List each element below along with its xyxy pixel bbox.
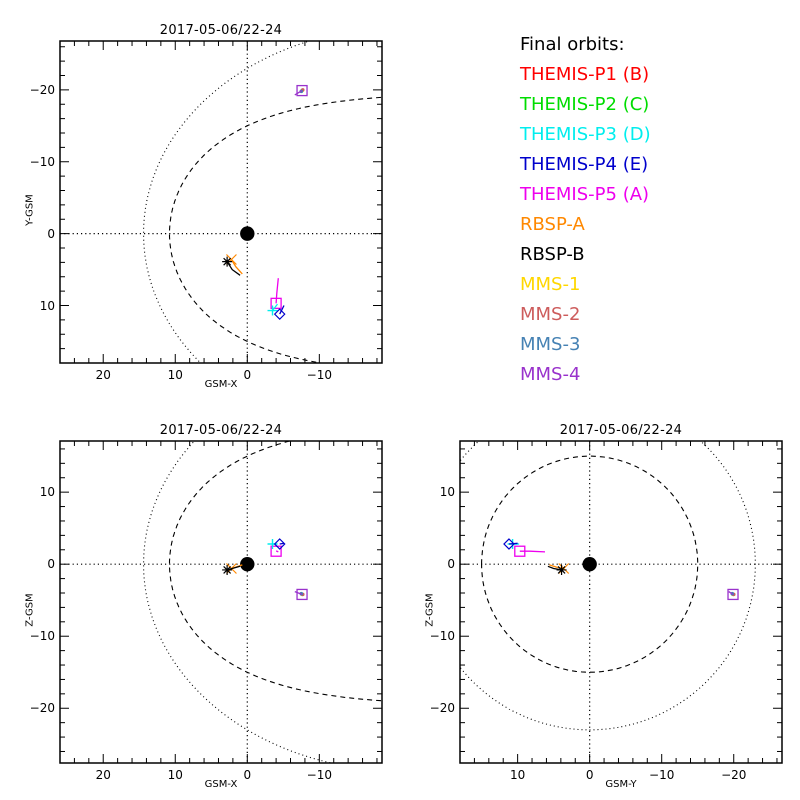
x-axis-label: GSM-X	[204, 779, 238, 790]
legend-item: MMS-1	[520, 274, 581, 295]
x-tick-label: 10	[167, 768, 183, 782]
y-axis-label: Z-GSM	[424, 593, 436, 627]
x-tick-label: −10	[649, 768, 675, 782]
spacecraft-marker	[727, 588, 739, 601]
orbit-track	[276, 550, 279, 553]
legend-item: RBSP-B	[520, 244, 585, 265]
orbit-track	[728, 591, 734, 595]
plot-content	[60, 441, 382, 763]
plot-title: 2017-05-06/22-24	[559, 423, 683, 438]
y-tick-label: −10	[29, 154, 55, 169]
orbit-track	[226, 261, 241, 276]
y-tick-label: 10	[439, 485, 455, 500]
x-tick-label: 20	[95, 368, 111, 382]
plot-area	[59, 440, 383, 764]
legend-item: MMS-3	[520, 334, 581, 355]
orbit-track	[294, 590, 303, 596]
earth-marker	[240, 226, 255, 241]
spacecraft-marker	[296, 84, 308, 97]
plot-xy: 2017-05-06/22-24 GSM-X Y-GSM 20 10 0 −10 −2…	[0, 0, 400, 400]
x-tick-label: 0	[585, 768, 594, 782]
legend-items: THEMIS-P1 (B) THEMIS-P2 (C) THEMIS-P3 (D) T…	[520, 60, 651, 390]
spacecraft-marker	[556, 564, 567, 575]
spacecraft-marker	[267, 539, 278, 550]
earth-marker	[582, 556, 597, 572]
plot-yz: 2017-05-06/22-24 GSM-Y Z-GSM 10 0 −10 −20 1…	[400, 400, 800, 800]
y-tick-label: 0	[447, 557, 455, 572]
legend-item: MMS-2	[520, 304, 581, 325]
x-tick-label: −10	[306, 368, 332, 382]
plot-content	[60, 41, 382, 363]
spacecraft-marker	[296, 588, 308, 601]
y-tick-label: −10	[429, 629, 455, 644]
x-tick-label: −10	[306, 768, 332, 782]
spacecraft-marker	[503, 538, 515, 550]
y-tick-label: −10	[29, 629, 55, 644]
bowshock-curve	[143, 441, 334, 763]
spacecraft-marker	[270, 297, 282, 309]
spacecraft-marker	[222, 256, 233, 267]
y-tick-label: −20	[29, 82, 55, 97]
bowshock-curve	[460, 441, 756, 731]
spacecraft-marker	[273, 538, 286, 550]
plot-area	[459, 440, 783, 764]
y-tick-label: 10	[39, 485, 55, 500]
legend-item: THEMIS-P1 (B)	[520, 64, 650, 85]
orbit-track	[519, 550, 546, 553]
x-tick-label: −20	[721, 768, 747, 782]
orbit-track	[230, 259, 243, 275]
y-tick-label: −20	[29, 701, 55, 716]
y-axis-label: Y-GSM	[24, 194, 36, 226]
legend-item: THEMIS-P4 (E)	[520, 154, 649, 175]
bowshock-curve	[143, 41, 312, 363]
x-tick-label: 10	[509, 768, 526, 782]
plot-title: 2017-05-06/22-24	[159, 23, 283, 38]
y-tick-label: 0	[47, 226, 55, 241]
y-tick-label: 10	[39, 298, 55, 313]
legend-item: THEMIS-P2 (C)	[520, 94, 650, 115]
x-tick-label: 0	[243, 768, 252, 782]
plot-frame	[459, 440, 783, 764]
magnetopause-curve	[168, 441, 382, 702]
spacecraft-marker	[273, 308, 286, 320]
y-tick-label: −20	[429, 701, 455, 716]
plot-frame	[59, 440, 383, 764]
orbit-track	[279, 305, 285, 315]
plot-frame	[59, 40, 383, 364]
axis-ticks	[59, 441, 382, 763]
orbit-track	[271, 303, 279, 311]
x-tick-label: 0	[243, 368, 252, 382]
y-axis-label: Z-GSM	[24, 593, 36, 627]
legend-item: THEMIS-P3 (D)	[520, 124, 651, 145]
spacecraft-marker	[222, 564, 233, 575]
spacecraft-marker	[514, 545, 526, 557]
plot-content	[460, 441, 782, 763]
axis-ticks	[59, 41, 382, 364]
orbit-track	[275, 278, 279, 304]
spacecraft-marker	[267, 305, 278, 316]
magnetopause-curve	[168, 96, 382, 363]
legend-title: Final orbits:	[520, 34, 625, 55]
x-axis-label: GSM-X	[204, 379, 238, 390]
y-tick-label: 0	[47, 557, 55, 572]
x-axis-label: GSM-Y	[605, 779, 637, 790]
legend-item: THEMIS-P5 (A)	[520, 184, 650, 205]
earth-marker	[240, 556, 255, 572]
x-tick-label: 10	[167, 368, 183, 382]
plot-title: 2017-05-06/22-24	[159, 423, 283, 438]
legend-item: MMS-4	[520, 364, 581, 385]
legend-item: RBSP-A	[520, 214, 585, 235]
axis-ticks	[459, 441, 782, 763]
x-tick-label: 20	[95, 768, 111, 782]
plot-xz: 2017-05-06/22-24 GSM-X Z-GSM 20 10 0 −10 10…	[0, 400, 400, 800]
plot-area	[59, 40, 383, 364]
legend: Final orbits: THEMIS-P1 (B) THEMIS-P2 (C)…	[520, 30, 651, 390]
orbit-track	[294, 90, 303, 96]
